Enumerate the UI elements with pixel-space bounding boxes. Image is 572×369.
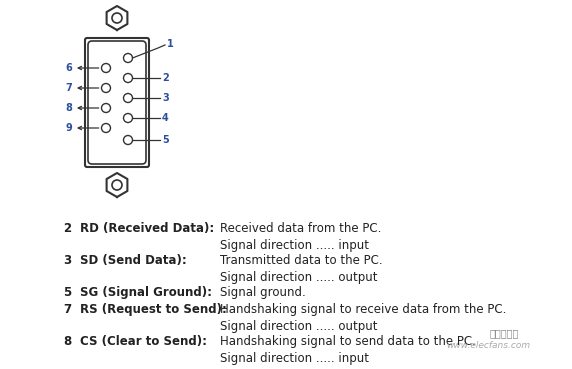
Text: 9: 9 xyxy=(65,123,72,133)
Text: www.elecfans.com: www.elecfans.com xyxy=(446,341,530,350)
Text: 2: 2 xyxy=(162,73,169,83)
Circle shape xyxy=(124,93,133,103)
Text: Handshaking signal to receive data from the PC.: Handshaking signal to receive data from … xyxy=(220,303,506,316)
Circle shape xyxy=(124,114,133,123)
Text: Signal direction ..... input: Signal direction ..... input xyxy=(220,352,369,365)
Circle shape xyxy=(124,73,133,83)
Circle shape xyxy=(101,103,110,113)
Text: 3: 3 xyxy=(162,93,169,103)
Text: RD (Received Data):: RD (Received Data): xyxy=(80,222,214,235)
Text: 6: 6 xyxy=(65,63,72,73)
Text: 5: 5 xyxy=(162,135,169,145)
Text: RS (Request to Send):: RS (Request to Send): xyxy=(80,303,227,316)
Text: 3: 3 xyxy=(63,254,71,267)
Circle shape xyxy=(101,124,110,132)
Circle shape xyxy=(124,54,133,62)
Text: Received data from the PC.: Received data from the PC. xyxy=(220,222,382,235)
Text: Transmitted data to the PC.: Transmitted data to the PC. xyxy=(220,254,383,267)
Circle shape xyxy=(124,135,133,145)
Text: 8: 8 xyxy=(65,103,72,113)
Circle shape xyxy=(101,63,110,72)
Text: 7: 7 xyxy=(65,83,72,93)
Text: 4: 4 xyxy=(162,113,169,123)
Text: 2: 2 xyxy=(63,222,71,235)
Text: Handshaking signal to send data to the PC.: Handshaking signal to send data to the P… xyxy=(220,335,476,348)
Text: SD (Send Data):: SD (Send Data): xyxy=(80,254,186,267)
Text: 7: 7 xyxy=(63,303,71,316)
Text: 1: 1 xyxy=(167,39,174,49)
Text: Signal direction ..... output: Signal direction ..... output xyxy=(220,320,378,333)
Text: 5: 5 xyxy=(63,286,72,299)
Text: Signal ground.: Signal ground. xyxy=(220,286,306,299)
Text: CS (Clear to Send):: CS (Clear to Send): xyxy=(80,335,207,348)
Text: SG (Signal Ground):: SG (Signal Ground): xyxy=(80,286,212,299)
Text: 8: 8 xyxy=(63,335,72,348)
Circle shape xyxy=(101,83,110,93)
Text: 电子发烧友: 电子发烧友 xyxy=(490,328,519,338)
Text: Signal direction ..... output: Signal direction ..... output xyxy=(220,271,378,284)
Text: Signal direction ..... input: Signal direction ..... input xyxy=(220,239,369,252)
